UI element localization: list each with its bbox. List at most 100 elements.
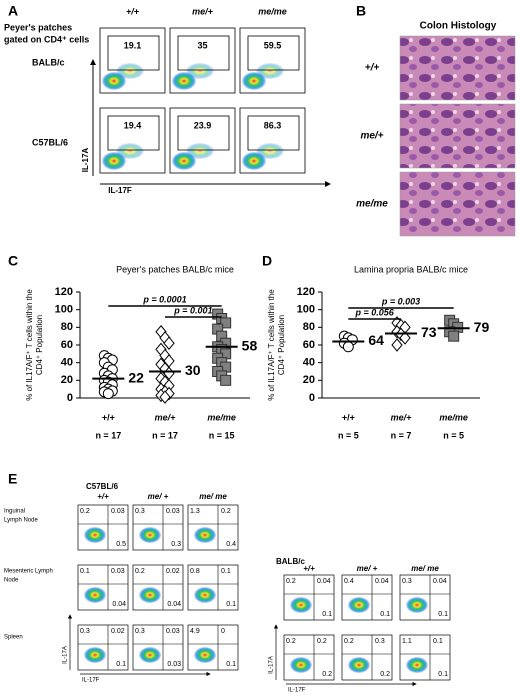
density bbox=[84, 647, 106, 663]
quadrant-value: 0.03 bbox=[111, 508, 125, 515]
data-point bbox=[163, 336, 175, 351]
density bbox=[186, 143, 214, 159]
x-tick-label: +/+ bbox=[342, 412, 355, 422]
density bbox=[256, 63, 284, 79]
quadrant-value: 0.5 bbox=[116, 541, 126, 548]
x-tick-label: +/+ bbox=[102, 412, 115, 422]
density bbox=[290, 597, 312, 613]
panel-label: D bbox=[262, 253, 272, 269]
flow-plot bbox=[399, 574, 451, 621]
group-title: BALB/c bbox=[276, 557, 305, 566]
quadrant-value: 0.03 bbox=[166, 628, 180, 635]
gate-value: 86.3 bbox=[264, 120, 282, 130]
n-label: n = 17 bbox=[95, 430, 121, 440]
quadrant-value: 0.04 bbox=[433, 578, 447, 585]
mean-label: 64 bbox=[368, 332, 384, 348]
density bbox=[84, 527, 106, 543]
gate-value: 19.1 bbox=[124, 40, 142, 50]
row-label: me/me bbox=[356, 199, 388, 210]
column-label: me/ + bbox=[357, 564, 378, 573]
flow-plot bbox=[283, 574, 335, 621]
flow-plot bbox=[187, 624, 239, 671]
chart-title: Lamina propria BALB/c mice bbox=[354, 264, 468, 274]
data-point bbox=[342, 341, 354, 353]
flow-plot bbox=[341, 574, 393, 621]
flow-plot bbox=[132, 504, 184, 551]
panel-label: A bbox=[8, 3, 18, 19]
x-tick-label: me/me bbox=[207, 412, 236, 422]
column-label: me/+ bbox=[192, 6, 214, 16]
quadrant-value: 0.03 bbox=[166, 508, 180, 515]
row-label: Inguinal bbox=[4, 509, 25, 515]
flow-plot bbox=[132, 564, 184, 611]
column-label: +/+ bbox=[303, 564, 315, 573]
quadrant-value: 0.1 bbox=[226, 601, 236, 608]
flow-plot bbox=[341, 634, 393, 681]
density bbox=[348, 597, 370, 613]
density bbox=[139, 647, 161, 663]
density bbox=[256, 143, 284, 159]
panel-heading: gated on CD4⁺ cells bbox=[4, 34, 89, 44]
quadrant-value: 0.4 bbox=[226, 541, 236, 548]
density bbox=[406, 657, 428, 673]
column-label: +/+ bbox=[97, 492, 109, 501]
flow-plot bbox=[187, 504, 239, 551]
axis-label: IL-17F bbox=[108, 186, 132, 195]
y-tick-label: 40 bbox=[61, 357, 73, 369]
column-label: me/me bbox=[258, 6, 287, 16]
quadrant-value: 0.04 bbox=[375, 578, 389, 585]
quadrant-value: 0.2 bbox=[317, 638, 327, 645]
density bbox=[186, 63, 214, 79]
quadrant-value: 0.04 bbox=[317, 578, 331, 585]
axis-label: IL-17F bbox=[288, 688, 306, 693]
data-point bbox=[391, 338, 403, 352]
row-label: Mesenteric Lymph bbox=[4, 569, 53, 575]
quadrant-value: 0.3 bbox=[402, 578, 412, 585]
quadrant-value: 0.1 bbox=[221, 568, 231, 575]
density bbox=[116, 143, 144, 159]
quadrant-value: 0.3 bbox=[135, 628, 145, 635]
quadrant-value: 0.1 bbox=[80, 568, 90, 575]
gate bbox=[177, 115, 230, 151]
quadrant-value: 0.1 bbox=[380, 611, 390, 618]
density bbox=[194, 587, 216, 603]
axis-label: IL-17A bbox=[269, 656, 275, 674]
group-title: C57BL/6 bbox=[86, 482, 119, 491]
mean-label: 58 bbox=[242, 337, 258, 353]
y-tick-label: 100 bbox=[297, 304, 315, 316]
panel-label: E bbox=[8, 471, 17, 487]
quadrant-value: 1.1 bbox=[402, 638, 412, 645]
quadrant-value: 0.04 bbox=[112, 601, 126, 608]
n-label: n = 7 bbox=[391, 430, 412, 440]
quadrant-value: 0.1 bbox=[116, 661, 126, 668]
row-label: C57BL/6 bbox=[32, 137, 68, 147]
gate-value: 59.5 bbox=[264, 40, 282, 50]
y-tick-label: 40 bbox=[303, 357, 315, 369]
mean-label: 79 bbox=[474, 319, 490, 335]
quadrant-value: 0.02 bbox=[111, 628, 125, 635]
data-point bbox=[448, 330, 460, 342]
n-label: n = 15 bbox=[209, 430, 235, 440]
mean-label: 73 bbox=[421, 324, 437, 340]
density bbox=[290, 657, 312, 673]
y-tick-label: 80 bbox=[61, 321, 73, 333]
column-label: me/ me bbox=[199, 492, 227, 501]
column-label: +/+ bbox=[126, 6, 140, 16]
data-point bbox=[399, 331, 411, 345]
y-tick-label: 20 bbox=[303, 374, 315, 386]
flow-plot bbox=[77, 564, 129, 611]
histology-image bbox=[399, 35, 516, 101]
gate-value: 19.4 bbox=[124, 120, 142, 130]
quadrant-value: 0.2 bbox=[286, 638, 296, 645]
p-value: p = 0.003 bbox=[381, 296, 420, 306]
quadrant-value: 0.03 bbox=[167, 661, 181, 668]
n-label: n = 5 bbox=[443, 430, 464, 440]
mean-label: 30 bbox=[185, 362, 201, 378]
panel-title: Colon Histology bbox=[420, 21, 497, 32]
y-axis-label: % of IL17A/F⁺ T cells within the bbox=[267, 289, 276, 401]
y-tick-label: 120 bbox=[297, 286, 315, 298]
flow-plot bbox=[77, 504, 129, 551]
x-tick-label: me/+ bbox=[155, 412, 177, 422]
flow-plot bbox=[77, 624, 129, 671]
